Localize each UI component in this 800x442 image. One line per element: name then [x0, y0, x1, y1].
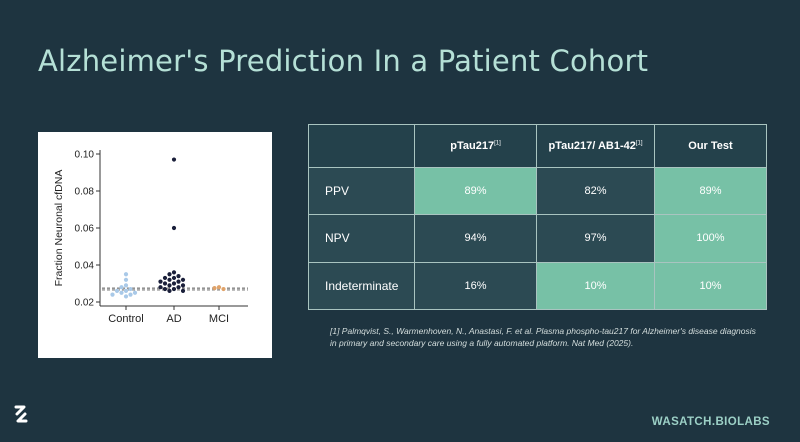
- row-label: Indeterminate: [308, 261, 415, 311]
- y-axis-label: Fraction Neuronal cfDNA: [53, 170, 65, 287]
- table-header-row: pTau217[1] pTau217/ AB1-42[1] Our Test: [308, 124, 767, 168]
- data-point-ad: [167, 288, 172, 293]
- data-point-ad: [167, 283, 172, 288]
- brand-name: WASATCH.BIOLABS: [651, 416, 770, 428]
- data-point-ad: [162, 275, 168, 281]
- data-point-control: [123, 283, 129, 288]
- header-ptau217: pTau217[1]: [414, 124, 537, 168]
- y-tick-label: 0.02: [75, 298, 95, 309]
- reference-footnote: [1] Palmqvist, S., Warmenhoven, N., Anas…: [330, 326, 756, 348]
- scatter-plot-card: 0.10 0.08 0.06 0.04 0.02 Control AD MCI Fraction…: [38, 132, 272, 358]
- data-point-ad: [176, 285, 181, 290]
- data-point-ad: [158, 285, 163, 290]
- y-tick-label: 0.06: [75, 224, 95, 235]
- table-row-npv: NPV 94% 97% 100%: [308, 214, 767, 263]
- data-point-control: [123, 294, 129, 299]
- row-label: NPV: [308, 214, 415, 263]
- wasatch-logo-icon: [13, 404, 29, 429]
- data-point-control: [119, 285, 124, 290]
- x-tick-label: AD: [166, 313, 181, 325]
- data-point-mci: [216, 285, 222, 290]
- data-point-ad: [171, 286, 177, 292]
- slide-title: Alzheimer's Prediction In a Patient Coho…: [38, 44, 649, 78]
- x-tick-label: Control: [108, 313, 143, 325]
- data-point-ad: [171, 275, 177, 281]
- data-point-ad: [176, 279, 181, 284]
- data-point-ad: [176, 274, 181, 279]
- table-row-ppv: PPV 89% 82% 89%: [308, 166, 767, 216]
- data-point-ad: [171, 225, 177, 231]
- header-our-test: Our Test: [654, 124, 767, 168]
- data-point-ad: [180, 288, 186, 293]
- y-tick-label: 0.08: [75, 187, 95, 198]
- comparison-table: pTau217[1] pTau217/ AB1-42[1] Our Test P…: [308, 124, 767, 311]
- data-point-ad: [180, 277, 186, 282]
- table-cell: 10%: [536, 261, 655, 311]
- data-point-ad: [167, 277, 172, 282]
- table-cell: 82%: [536, 166, 655, 216]
- y-tick-label: 0.10: [75, 150, 95, 161]
- data-point-control: [123, 277, 129, 282]
- table-cell: 16%: [414, 261, 537, 311]
- data-point-control: [128, 286, 133, 292]
- data-point-control: [123, 272, 129, 277]
- data-point-control: [128, 292, 133, 297]
- table-cell: 89%: [414, 166, 537, 216]
- x-tick-label: MCI: [209, 313, 229, 325]
- data-point-control: [114, 288, 120, 293]
- header-cell-empty: [308, 124, 415, 168]
- data-point-ad: [167, 272, 172, 277]
- scatter-plot: 0.10 0.08 0.06 0.04 0.02 Control AD MCI Fraction…: [53, 150, 248, 325]
- data-point-mci: [212, 286, 217, 291]
- y-tick-label: 0.04: [75, 261, 95, 272]
- row-label: PPV: [308, 166, 415, 216]
- data-point-ad: [180, 283, 186, 288]
- header-ptau217-ab142: pTau217/ AB1-42[1]: [536, 124, 655, 168]
- data-point-ad: [158, 279, 163, 284]
- data-point-control: [110, 292, 115, 297]
- data-point-ad: [171, 157, 177, 162]
- table-cell: 89%: [654, 166, 767, 216]
- table-cell: 100%: [654, 214, 767, 263]
- data-point-ad: [162, 281, 168, 286]
- data-point-ad: [162, 286, 168, 292]
- table-cell: 94%: [414, 214, 537, 263]
- data-point-control: [123, 288, 129, 293]
- data-point-control: [119, 290, 124, 295]
- table-cell: 97%: [536, 214, 655, 263]
- table-row-indeterminate: Indeterminate 16% 10% 10%: [308, 261, 767, 311]
- table-cell: 10%: [654, 261, 767, 311]
- data-point-ad: [171, 270, 177, 275]
- data-point-control: [132, 290, 138, 295]
- data-point-ad: [171, 281, 177, 286]
- data-point-mci: [221, 286, 226, 292]
